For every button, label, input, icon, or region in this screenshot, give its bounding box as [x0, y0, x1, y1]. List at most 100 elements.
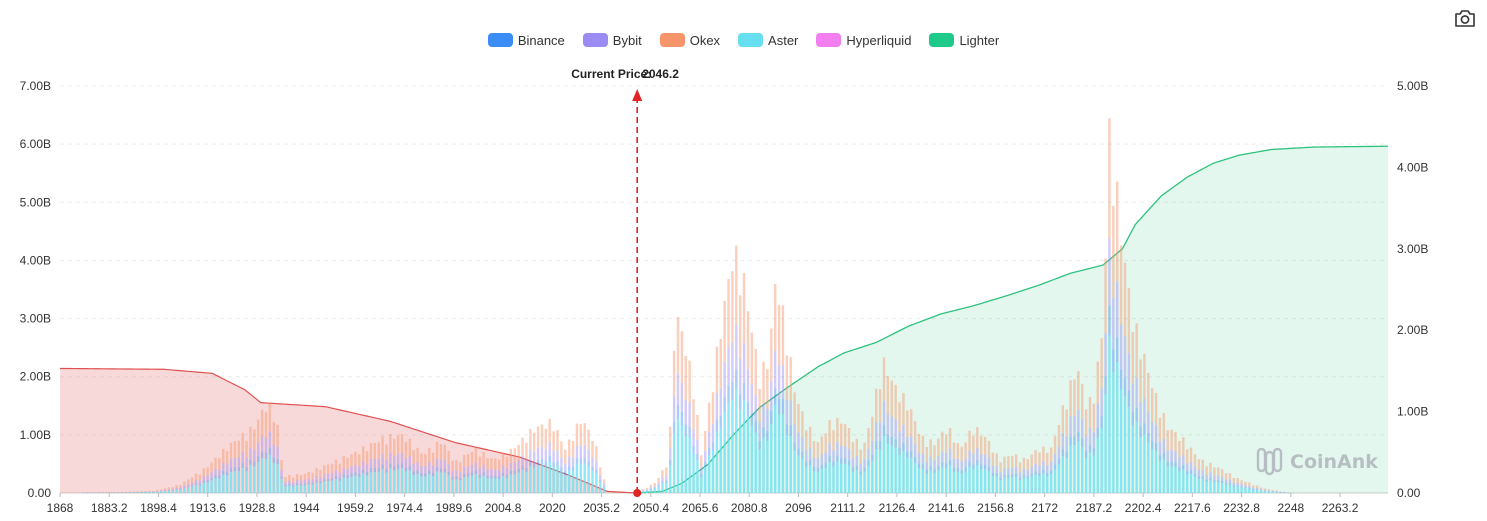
bar-segment-binance: [591, 466, 594, 472]
legend-item-hyperliquid[interactable]: Hyperliquid: [816, 30, 911, 50]
bar-segment-binance: [793, 442, 796, 451]
bar-segment-aster: [218, 478, 221, 493]
bar-segment-bybit: [326, 473, 330, 479]
bar-segment-bybit: [280, 470, 283, 477]
bar-segment-binance: [1119, 369, 1123, 390]
bar-segment-aster: [1162, 459, 1166, 493]
bar-segment-okex: [416, 447, 419, 463]
bar-segment-bybit: [330, 473, 334, 479]
y-right-tick-label: 1.00B: [1397, 405, 1428, 419]
bar-segment-aster: [276, 464, 279, 493]
bar-segment-binance: [1081, 438, 1084, 448]
bar-segment-aster: [859, 474, 862, 493]
camera-icon[interactable]: [1454, 8, 1476, 28]
bar-segment-bybit: [482, 465, 485, 473]
bar-segment-okex: [692, 399, 695, 430]
bar-segment-bybit: [1240, 484, 1243, 487]
bar-segment-binance: [1112, 349, 1115, 373]
bar-segment-aster: [338, 480, 342, 493]
bar-segment-binance: [396, 464, 400, 469]
bar-segment-binance: [766, 431, 769, 441]
bar-segment-okex: [882, 357, 886, 401]
bar-segment-okex: [369, 443, 373, 460]
bar-segment-okex: [847, 428, 851, 449]
legend-item-lighter[interactable]: Lighter: [929, 30, 999, 50]
bar-segment-binance: [960, 469, 963, 474]
bar-segment-aster: [1182, 469, 1185, 493]
bar-segment-okex: [140, 491, 143, 492]
bar-segment-bybit: [459, 472, 462, 478]
y-left-tick-label: 4.00B: [20, 253, 51, 267]
bar-segment-binance: [987, 466, 991, 472]
bar-segment-aster: [1147, 442, 1150, 493]
bar-segment-binance: [1150, 440, 1154, 449]
bar-segment-okex: [855, 438, 859, 457]
bar-segment-okex: [451, 460, 454, 472]
bar-segment-aster: [159, 491, 163, 493]
bar-segment-okex: [315, 467, 318, 476]
bar-segment-binance: [556, 461, 559, 467]
bar-segment-bybit: [424, 466, 427, 474]
bar-segment-okex: [1084, 409, 1088, 437]
bar-segment-binance: [490, 475, 493, 479]
bar-segment-okex: [913, 421, 917, 445]
x-tick-label: 2172: [1031, 501, 1058, 515]
bar-segment-okex: [723, 300, 726, 363]
bar-segment-aster: [241, 467, 244, 493]
bar-segment-okex: [381, 436, 384, 455]
bar-segment-aster: [995, 476, 998, 493]
bar-segment-bybit: [847, 448, 851, 461]
bar-segment-bybit: [1108, 238, 1111, 306]
bar-segment-okex: [696, 414, 699, 440]
legend-swatch: [487, 33, 513, 47]
y-left-tick-label: 3.00B: [20, 312, 51, 326]
legend-item-bybit[interactable]: Bybit: [582, 30, 642, 50]
bar-segment-aster: [272, 463, 275, 493]
bar-segment-aster: [758, 449, 761, 493]
bar-segment-okex: [396, 435, 400, 454]
bar-segment-aster: [987, 471, 991, 493]
bar-segment-okex: [521, 437, 524, 456]
bar-segment-binance: [567, 466, 571, 471]
x-tick-label: 1868: [47, 501, 74, 515]
legend-item-aster[interactable]: Aster: [738, 30, 798, 50]
bar-segment-okex: [886, 375, 890, 414]
bar-segment-aster: [960, 473, 963, 493]
bar-segment-binance: [463, 473, 466, 478]
bar-segment-binance: [571, 467, 575, 472]
bar-segment-bybit: [509, 462, 513, 471]
bar-segment-binance: [1092, 448, 1096, 456]
bar-segment-okex: [684, 355, 687, 400]
legend-label: Binance: [517, 32, 565, 48]
bar-segment-bybit: [1007, 467, 1010, 475]
bar-segment-bybit: [1034, 463, 1037, 472]
bar-segment-aster: [1236, 486, 1239, 493]
bar-segment-bybit: [505, 468, 509, 475]
bar-segment-bybit: [365, 464, 369, 473]
bar-segment-binance: [1061, 449, 1065, 457]
bar-segment-aster: [801, 458, 804, 493]
bar-segment-okex: [921, 435, 925, 455]
bar-segment-binance: [1034, 471, 1037, 475]
bar-segment-aster: [1252, 489, 1255, 493]
bar-segment-bybit: [587, 449, 590, 462]
bar-segment-binance: [482, 472, 485, 476]
legend-item-binance[interactable]: Binance: [487, 30, 565, 50]
bar-segment-binance: [260, 451, 264, 458]
bar-segment-aster: [836, 461, 839, 493]
bar-segment-bybit: [237, 457, 240, 467]
bar-segment-okex: [288, 474, 291, 481]
bar-segment-binance: [649, 488, 653, 490]
bar-segment-okex: [672, 350, 676, 397]
bar-segment-aster: [303, 484, 307, 493]
bar-segment-aster: [1244, 488, 1247, 493]
bar-segment-binance: [847, 460, 851, 466]
long-cumulative-area: [636, 145, 1389, 494]
bar-segment-aster: [365, 475, 369, 493]
bar-segment-bybit: [929, 456, 932, 467]
bar-segment-okex: [249, 426, 252, 448]
legend-item-okex[interactable]: Okex: [659, 30, 720, 50]
bar-segment-bybit: [404, 458, 408, 468]
bar-segment-binance: [801, 452, 804, 459]
bar-segment-binance: [544, 460, 548, 467]
